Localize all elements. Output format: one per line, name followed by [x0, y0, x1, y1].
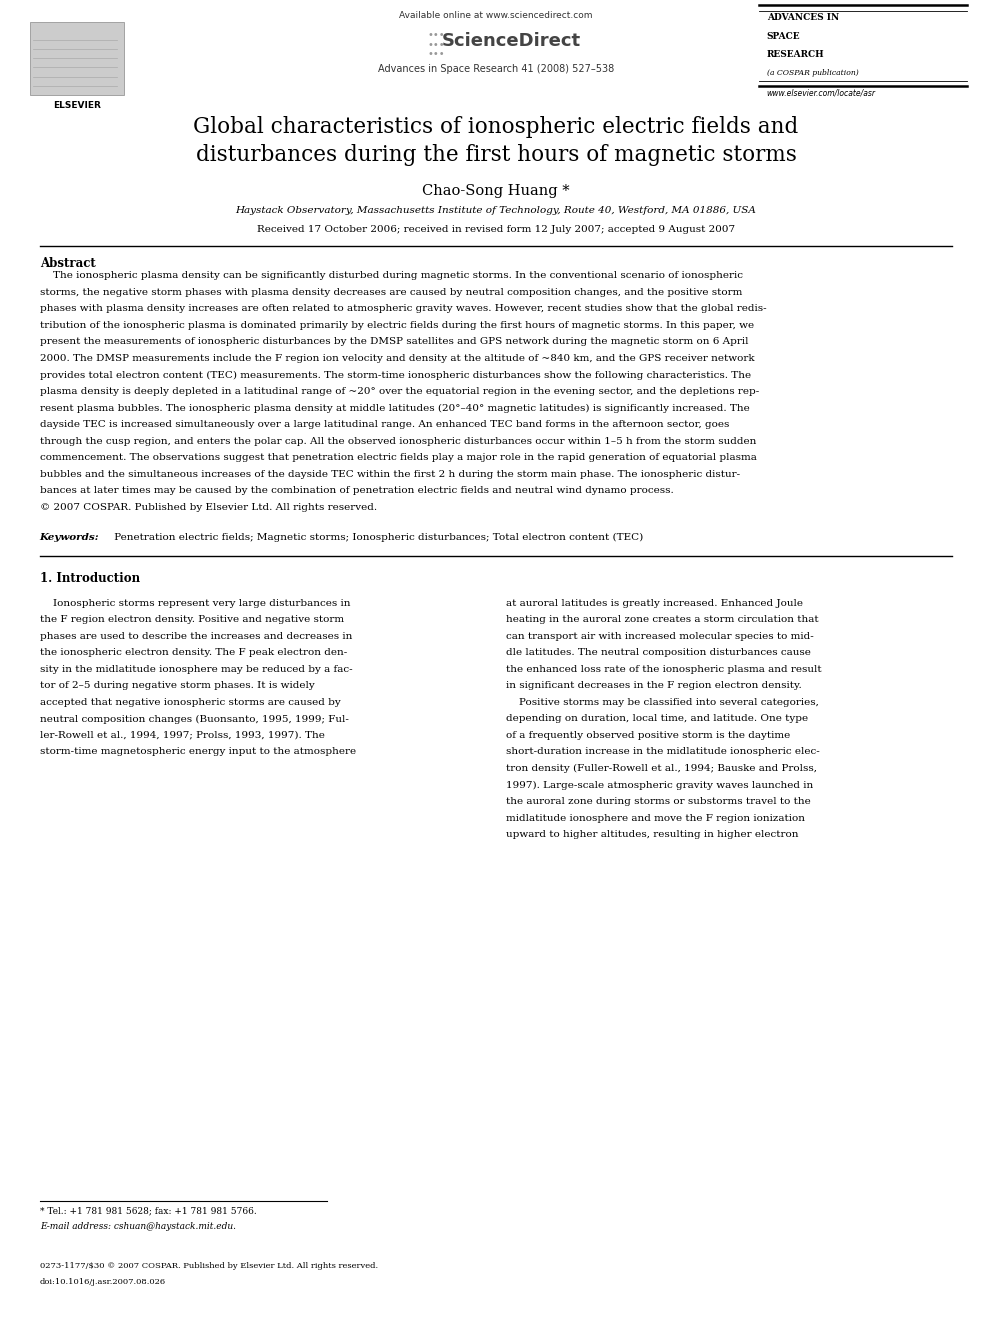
- Text: 2000. The DMSP measurements include the F region ion velocity and density at the: 2000. The DMSP measurements include the …: [40, 353, 754, 363]
- Text: tribution of the ionospheric plasma is dominated primarily by electric fields du: tribution of the ionospheric plasma is d…: [40, 320, 754, 329]
- Text: present the measurements of ionospheric disturbances by the DMSP satellites and : present the measurements of ionospheric …: [40, 337, 748, 347]
- Text: bances at later times may be caused by the combination of penetration electric f: bances at later times may be caused by t…: [40, 486, 674, 495]
- Text: * Tel.: +1 781 981 5628; fax: +1 781 981 5766.: * Tel.: +1 781 981 5628; fax: +1 781 981…: [40, 1207, 256, 1216]
- Text: Global characteristics of ionospheric electric fields and
disturbances during th: Global characteristics of ionospheric el…: [193, 116, 799, 167]
- Text: commencement. The observations suggest that penetration electric fields play a m: commencement. The observations suggest t…: [40, 452, 757, 462]
- Text: upward to higher altitudes, resulting in higher electron: upward to higher altitudes, resulting in…: [506, 831, 799, 839]
- Text: ScienceDirect: ScienceDirect: [441, 32, 580, 50]
- Text: can transport air with increased molecular species to mid-: can transport air with increased molecul…: [506, 632, 813, 640]
- Text: sity in the midlatitude ionosphere may be reduced by a fac-: sity in the midlatitude ionosphere may b…: [40, 664, 352, 673]
- Text: The ionospheric plasma density can be significantly disturbed during magnetic st: The ionospheric plasma density can be si…: [40, 271, 743, 280]
- Text: neutral composition changes (Buonsanto, 1995, 1999; Ful-: neutral composition changes (Buonsanto, …: [40, 714, 348, 724]
- Text: provides total electron content (TEC) measurements. The storm-time ionospheric d: provides total electron content (TEC) me…: [40, 370, 751, 380]
- Text: 1. Introduction: 1. Introduction: [40, 572, 140, 585]
- Text: the F region electron density. Positive and negative storm: the F region electron density. Positive …: [40, 615, 344, 624]
- Text: Ionospheric storms represent very large disturbances in: Ionospheric storms represent very large …: [40, 598, 350, 607]
- Bar: [30, 22, 124, 95]
- Text: tor of 2–5 during negative storm phases. It is widely: tor of 2–5 during negative storm phases.…: [40, 681, 314, 691]
- Text: the enhanced loss rate of the ionospheric plasma and result: the enhanced loss rate of the ionospheri…: [506, 664, 821, 673]
- Text: bubbles and the simultaneous increases of the dayside TEC within the first 2 h d: bubbles and the simultaneous increases o…: [40, 470, 740, 479]
- Text: 0273-1177/$30 © 2007 COSPAR. Published by Elsevier Ltd. All rights reserved.: 0273-1177/$30 © 2007 COSPAR. Published b…: [40, 1262, 378, 1270]
- Text: plasma density is deeply depleted in a latitudinal range of ~20° over the equato: plasma density is deeply depleted in a l…: [40, 386, 759, 396]
- Text: of a frequently observed positive storm is the daytime: of a frequently observed positive storm …: [506, 730, 791, 740]
- Text: ADVANCES IN: ADVANCES IN: [767, 13, 839, 22]
- Text: (a COSPAR publication): (a COSPAR publication): [767, 69, 858, 77]
- Text: depending on duration, local time, and latitude. One type: depending on duration, local time, and l…: [506, 714, 808, 724]
- Text: ELSEVIER: ELSEVIER: [54, 101, 101, 110]
- Text: dayside TEC is increased simultaneously over a large latitudinal range. An enhan: dayside TEC is increased simultaneously …: [40, 421, 729, 429]
- Text: E-mail address: cshuan@haystack.mit.edu.: E-mail address: cshuan@haystack.mit.edu.: [40, 1222, 236, 1232]
- Text: accepted that negative ionospheric storms are caused by: accepted that negative ionospheric storm…: [40, 699, 340, 706]
- Text: short-duration increase in the midlatitude ionospheric elec-: short-duration increase in the midlatitu…: [506, 747, 819, 757]
- Text: Abstract: Abstract: [40, 257, 95, 270]
- Text: phases are used to describe the increases and decreases in: phases are used to describe the increase…: [40, 632, 352, 640]
- Text: tron density (Fuller-Rowell et al., 1994; Bauske and Prolss,: tron density (Fuller-Rowell et al., 1994…: [506, 765, 817, 773]
- Text: midlatitude ionosphere and move the F region ionization: midlatitude ionosphere and move the F re…: [506, 814, 805, 823]
- Text: the ionospheric electron density. The F peak electron den-: the ionospheric electron density. The F …: [40, 648, 347, 658]
- Text: Received 17 October 2006; received in revised form 12 July 2007; accepted 9 Augu: Received 17 October 2006; received in re…: [257, 225, 735, 234]
- Text: Penetration electric fields; Magnetic storms; Ionospheric disturbances; Total el: Penetration electric fields; Magnetic st…: [111, 532, 644, 541]
- Text: phases with plasma density increases are often related to atmospheric gravity wa: phases with plasma density increases are…: [40, 304, 766, 314]
- Text: www.elsevier.com/locate/asr: www.elsevier.com/locate/asr: [767, 89, 876, 98]
- Text: through the cusp region, and enters the polar cap. All the observed ionospheric : through the cusp region, and enters the …: [40, 437, 756, 446]
- Text: doi:10.1016/j.asr.2007.08.026: doi:10.1016/j.asr.2007.08.026: [40, 1278, 166, 1286]
- Text: heating in the auroral zone creates a storm circulation that: heating in the auroral zone creates a st…: [506, 615, 818, 624]
- Text: Positive storms may be classified into several categories,: Positive storms may be classified into s…: [506, 699, 818, 706]
- Text: storm-time magnetospheric energy input to the atmosphere: storm-time magnetospheric energy input t…: [40, 747, 356, 757]
- Text: © 2007 COSPAR. Published by Elsevier Ltd. All rights reserved.: © 2007 COSPAR. Published by Elsevier Ltd…: [40, 503, 377, 512]
- Text: Keywords:: Keywords:: [40, 532, 99, 541]
- Text: resent plasma bubbles. The ionospheric plasma density at middle latitudes (20°–4: resent plasma bubbles. The ionospheric p…: [40, 404, 749, 413]
- Text: SPACE: SPACE: [767, 32, 801, 41]
- Text: •••
•••
•••: ••• ••• •••: [428, 30, 445, 58]
- Text: RESEARCH: RESEARCH: [767, 50, 824, 60]
- Text: Advances in Space Research 41 (2008) 527–538: Advances in Space Research 41 (2008) 527…: [378, 64, 614, 74]
- Text: Chao-Song Huang *: Chao-Song Huang *: [423, 184, 569, 198]
- Text: Available online at www.sciencedirect.com: Available online at www.sciencedirect.co…: [399, 11, 593, 20]
- Text: Haystack Observatory, Massachusetts Institute of Technology, Route 40, Westford,: Haystack Observatory, Massachusetts Inst…: [235, 206, 757, 216]
- Text: in significant decreases in the F region electron density.: in significant decreases in the F region…: [506, 681, 802, 691]
- Text: storms, the negative storm phases with plasma density decreases are caused by ne: storms, the negative storm phases with p…: [40, 287, 742, 296]
- Text: dle latitudes. The neutral composition disturbances cause: dle latitudes. The neutral composition d…: [506, 648, 810, 658]
- Text: ler-Rowell et al., 1994, 1997; Prolss, 1993, 1997). The: ler-Rowell et al., 1994, 1997; Prolss, 1…: [40, 730, 324, 740]
- Text: at auroral latitudes is greatly increased. Enhanced Joule: at auroral latitudes is greatly increase…: [506, 598, 803, 607]
- Text: 1997). Large-scale atmospheric gravity waves launched in: 1997). Large-scale atmospheric gravity w…: [506, 781, 813, 790]
- Text: the auroral zone during storms or substorms travel to the: the auroral zone during storms or substo…: [506, 796, 810, 806]
